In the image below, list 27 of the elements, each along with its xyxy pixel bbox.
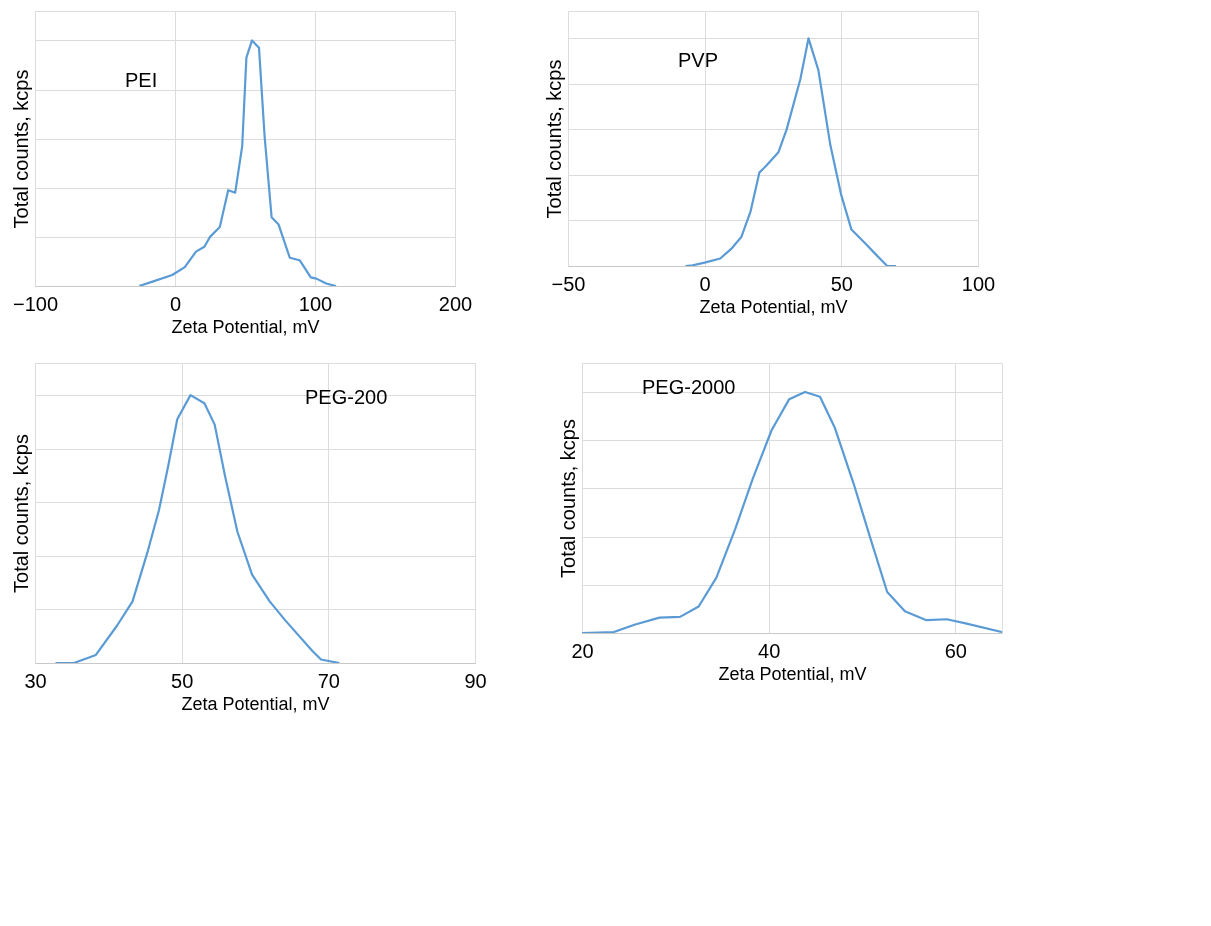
x-tick-label: 50 <box>830 272 853 295</box>
x-tick-label: 200 <box>438 292 473 315</box>
x-axis-title: Zeta Potential, mV <box>699 296 848 317</box>
text: PEG-200 <box>305 386 388 408</box>
y-axis-title: Total counts, kcps <box>9 69 32 229</box>
x-tick-label: 100 <box>298 292 333 315</box>
x-tick-label: 90 <box>464 669 487 692</box>
x-tick-label: 20 <box>571 639 594 662</box>
y-axis-title: Total counts, kcps <box>542 59 565 219</box>
text: PEI <box>125 69 158 91</box>
x-tick-label: −100 <box>12 292 59 315</box>
x-tick-label: 40 <box>758 639 781 662</box>
x-tick-label: 100 <box>961 272 996 295</box>
y-axis-title: Total counts, kcps <box>556 419 579 578</box>
text: PEG-2000 <box>642 376 736 398</box>
x-tick-label: −50 <box>551 272 586 295</box>
x-tick-label: 50 <box>171 669 194 692</box>
y-axis-title: Total counts, kcps <box>9 434 32 593</box>
text: PVP <box>678 49 719 71</box>
x-tick-label: 30 <box>24 669 47 692</box>
x-axis-title: Zeta Potential, mV <box>181 693 330 714</box>
x-tick-label: 0 <box>699 272 711 295</box>
x-axis-title: Zeta Potential, mV <box>171 316 320 337</box>
x-tick-label: 0 <box>169 292 182 315</box>
x-tick-label: 60 <box>944 639 967 662</box>
x-tick-label: 70 <box>317 669 340 692</box>
x-axis-title: Zeta Potential, mV <box>718 663 867 684</box>
